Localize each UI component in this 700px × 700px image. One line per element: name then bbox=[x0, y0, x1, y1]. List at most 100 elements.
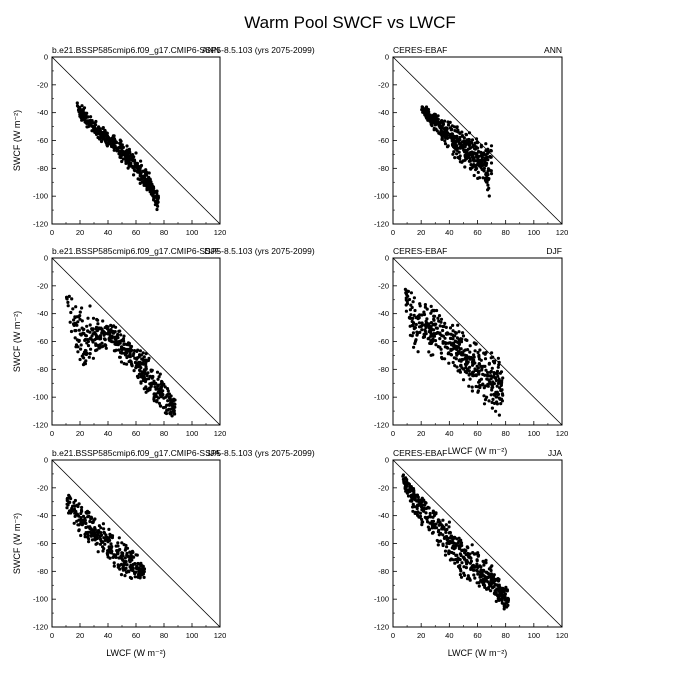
data-point bbox=[448, 126, 452, 130]
data-point bbox=[464, 132, 468, 136]
data-point bbox=[473, 576, 477, 580]
data-point bbox=[424, 511, 428, 515]
data-point bbox=[472, 573, 476, 577]
data-point bbox=[459, 340, 464, 344]
y-tick-label: -120 bbox=[374, 421, 389, 430]
y-tick-label: -60 bbox=[37, 539, 48, 548]
data-point bbox=[455, 365, 459, 369]
y-tick-label: -40 bbox=[378, 511, 389, 520]
data-point bbox=[94, 342, 98, 346]
data-point bbox=[430, 115, 434, 119]
x-tick-label: 40 bbox=[445, 429, 453, 438]
data-point bbox=[490, 383, 494, 387]
scatter-panel: 0 20 40 60 80 100 120 0 -20 -40 -60 -80 -100 -120 CERE… bbox=[374, 45, 568, 237]
panel-left-label: CERES-EBAF bbox=[393, 45, 447, 55]
data-point bbox=[505, 589, 509, 593]
data-point bbox=[122, 362, 126, 366]
data-point bbox=[112, 136, 116, 141]
data-point bbox=[80, 521, 84, 526]
data-point bbox=[144, 358, 148, 362]
data-point bbox=[151, 185, 155, 189]
data-point bbox=[142, 355, 146, 359]
data-point bbox=[87, 540, 91, 544]
data-point bbox=[458, 157, 462, 161]
data-point bbox=[438, 324, 442, 328]
y-tick-label: -120 bbox=[374, 220, 389, 229]
data-point bbox=[463, 165, 467, 169]
data-point bbox=[441, 328, 445, 333]
x-tick-label: 0 bbox=[50, 631, 54, 640]
data-point bbox=[136, 177, 140, 181]
data-point bbox=[472, 552, 476, 556]
data-point bbox=[416, 350, 420, 354]
data-point bbox=[451, 347, 455, 351]
data-point bbox=[169, 407, 173, 411]
data-point bbox=[134, 553, 138, 557]
data-point bbox=[483, 163, 487, 167]
data-point bbox=[85, 509, 90, 513]
data-point bbox=[109, 542, 113, 546]
data-point bbox=[152, 198, 156, 202]
data-point bbox=[132, 369, 136, 373]
data-point bbox=[469, 163, 473, 167]
data-point bbox=[501, 586, 505, 590]
data-point bbox=[443, 345, 447, 349]
data-point bbox=[464, 566, 468, 570]
data-point bbox=[492, 578, 496, 582]
data-point bbox=[102, 527, 106, 531]
data-point bbox=[409, 499, 413, 503]
reference-line bbox=[51, 459, 221, 628]
data-point bbox=[413, 339, 418, 343]
data-point bbox=[440, 133, 444, 137]
data-point bbox=[78, 317, 82, 321]
data-point bbox=[499, 388, 503, 393]
data-point bbox=[495, 384, 499, 388]
x-tick-label: 120 bbox=[214, 228, 227, 237]
data-point bbox=[83, 535, 87, 539]
data-point bbox=[430, 523, 435, 527]
data-point bbox=[111, 555, 115, 560]
y-tick-label: -60 bbox=[378, 539, 389, 548]
data-point bbox=[99, 526, 103, 530]
data-point bbox=[472, 358, 476, 362]
data-point bbox=[468, 372, 472, 376]
panel-right-label: ANN bbox=[544, 45, 562, 55]
data-point bbox=[120, 159, 124, 164]
data-point bbox=[166, 399, 170, 403]
data-point bbox=[401, 473, 405, 477]
data-point bbox=[455, 336, 459, 340]
data-point bbox=[77, 502, 81, 506]
data-point bbox=[452, 125, 457, 129]
data-point bbox=[453, 129, 457, 133]
data-point bbox=[116, 343, 120, 347]
data-point bbox=[120, 541, 124, 545]
data-point bbox=[473, 349, 477, 353]
data-point bbox=[446, 341, 450, 345]
x-tick-label: 0 bbox=[391, 228, 395, 237]
data-point bbox=[471, 362, 475, 366]
data-point bbox=[69, 310, 73, 315]
data-point bbox=[144, 362, 148, 366]
data-point bbox=[476, 572, 480, 576]
data-point bbox=[499, 397, 504, 401]
data-point bbox=[107, 140, 111, 144]
data-point bbox=[144, 366, 148, 371]
data-point bbox=[98, 127, 102, 132]
data-point bbox=[110, 334, 114, 338]
data-point bbox=[490, 351, 494, 355]
data-point bbox=[432, 513, 436, 518]
data-point bbox=[76, 523, 80, 527]
data-point bbox=[475, 569, 479, 573]
data-point bbox=[81, 331, 85, 335]
data-point bbox=[104, 535, 108, 540]
data-point bbox=[433, 112, 437, 117]
data-point bbox=[115, 141, 119, 145]
data-point bbox=[141, 351, 145, 355]
data-point bbox=[406, 289, 410, 293]
data-point bbox=[454, 357, 458, 361]
data-point bbox=[419, 324, 423, 328]
data-point bbox=[486, 382, 490, 386]
data-point bbox=[407, 297, 412, 302]
data-point bbox=[111, 329, 115, 334]
data-point bbox=[489, 393, 493, 397]
